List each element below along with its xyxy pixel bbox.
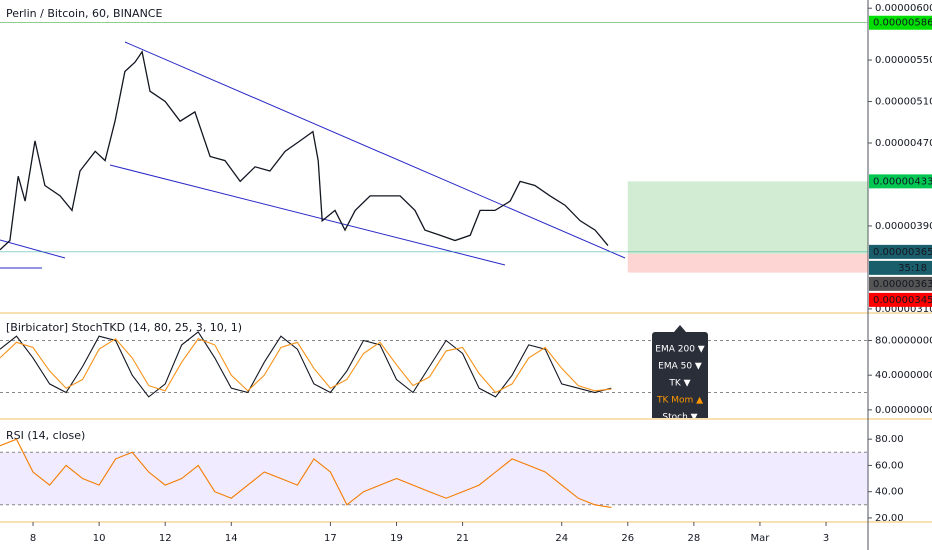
indicator-title: [Birbicator] StochTKD (14, 80, 25, 3, 10… [6, 321, 242, 334]
pane [0, 331, 868, 398]
x-tick-label: Mar [751, 533, 771, 544]
trendline [109, 164, 506, 266]
rsi-band [0, 452, 868, 505]
price-label: 0.00000433 [873, 176, 932, 187]
price-label-bg [869, 244, 932, 259]
price-label: 0.00000363 [873, 279, 932, 290]
y-tick-label: 80.00000000 [875, 336, 932, 347]
trendline [0, 239, 66, 259]
y-tick-label: 40.00 [875, 487, 904, 498]
indicator-menu: EMA 200 ▼ EMA 50 ▼ TK ▼ TK Mom ▲ Stoch ▼ [652, 332, 708, 423]
x-tick-label: 8 [30, 533, 36, 544]
y-tick-label: 80.00 [875, 434, 904, 445]
x-tick-label: 10 [93, 533, 106, 544]
y-tick-label: 0.00000600 [875, 3, 932, 14]
series-line [0, 438, 612, 508]
x-tick-label: 19 [390, 533, 403, 544]
menu-item[interactable]: TK ▼ [668, 379, 690, 389]
menu-item[interactable]: Stoch ▼ [662, 413, 697, 423]
y-tick-label: 20.00 [875, 513, 904, 524]
x-tick-label: 28 [688, 533, 701, 544]
price-label-bg [869, 276, 932, 291]
menu-item[interactable]: TK Mom ▲ [656, 396, 703, 406]
price-label-bg [869, 15, 932, 30]
series-line [0, 338, 612, 394]
y-tick-label: 0.00000550 [875, 55, 932, 66]
y-tick-label: 0.00000470 [875, 138, 932, 149]
y-tick-label: 0.00000310 [875, 304, 932, 315]
y-tick-label: 60.00 [875, 460, 904, 471]
y-tick-label: 0.00000510 [875, 97, 932, 108]
x-tick-label: 26 [621, 533, 634, 544]
x-tick-label: 17 [324, 533, 337, 544]
position-profit [627, 181, 868, 254]
x-tick-label: 3 [823, 533, 829, 544]
menu-bg [652, 332, 708, 418]
x-tick-label: 21 [456, 533, 469, 544]
countdown-bg [869, 260, 932, 275]
price-label: 0.00000345 [873, 295, 932, 306]
price-label-bg [869, 174, 932, 189]
countdown: 35:18 [898, 263, 927, 274]
price-label: 0.00000365 [873, 247, 932, 258]
pane [0, 438, 868, 508]
pane [0, 22, 868, 273]
menu-item[interactable]: EMA 200 ▼ [655, 345, 705, 355]
chart-title: Perlin / Bitcoin, 60, BINANCE [6, 7, 162, 20]
menu-pointer [674, 325, 686, 332]
y-tick-label: 0.00000390 [875, 221, 932, 232]
x-tick-label: 24 [555, 533, 568, 544]
series-line [0, 331, 612, 398]
menu-item[interactable]: EMA 50 ▼ [658, 362, 702, 372]
indicator-title: RSI (14, close) [6, 429, 85, 442]
position-loss [627, 253, 868, 273]
x-tick-label: 12 [159, 533, 172, 544]
trendline [124, 41, 626, 259]
y-tick-label: 40.00000000 [875, 370, 932, 381]
x-tick-label: 14 [225, 533, 238, 544]
price-label: 0.00000586 [873, 18, 932, 29]
y-tick-label: 0.00000000 [875, 405, 932, 416]
price-label-bg [869, 292, 932, 307]
series-line [0, 50, 609, 251]
